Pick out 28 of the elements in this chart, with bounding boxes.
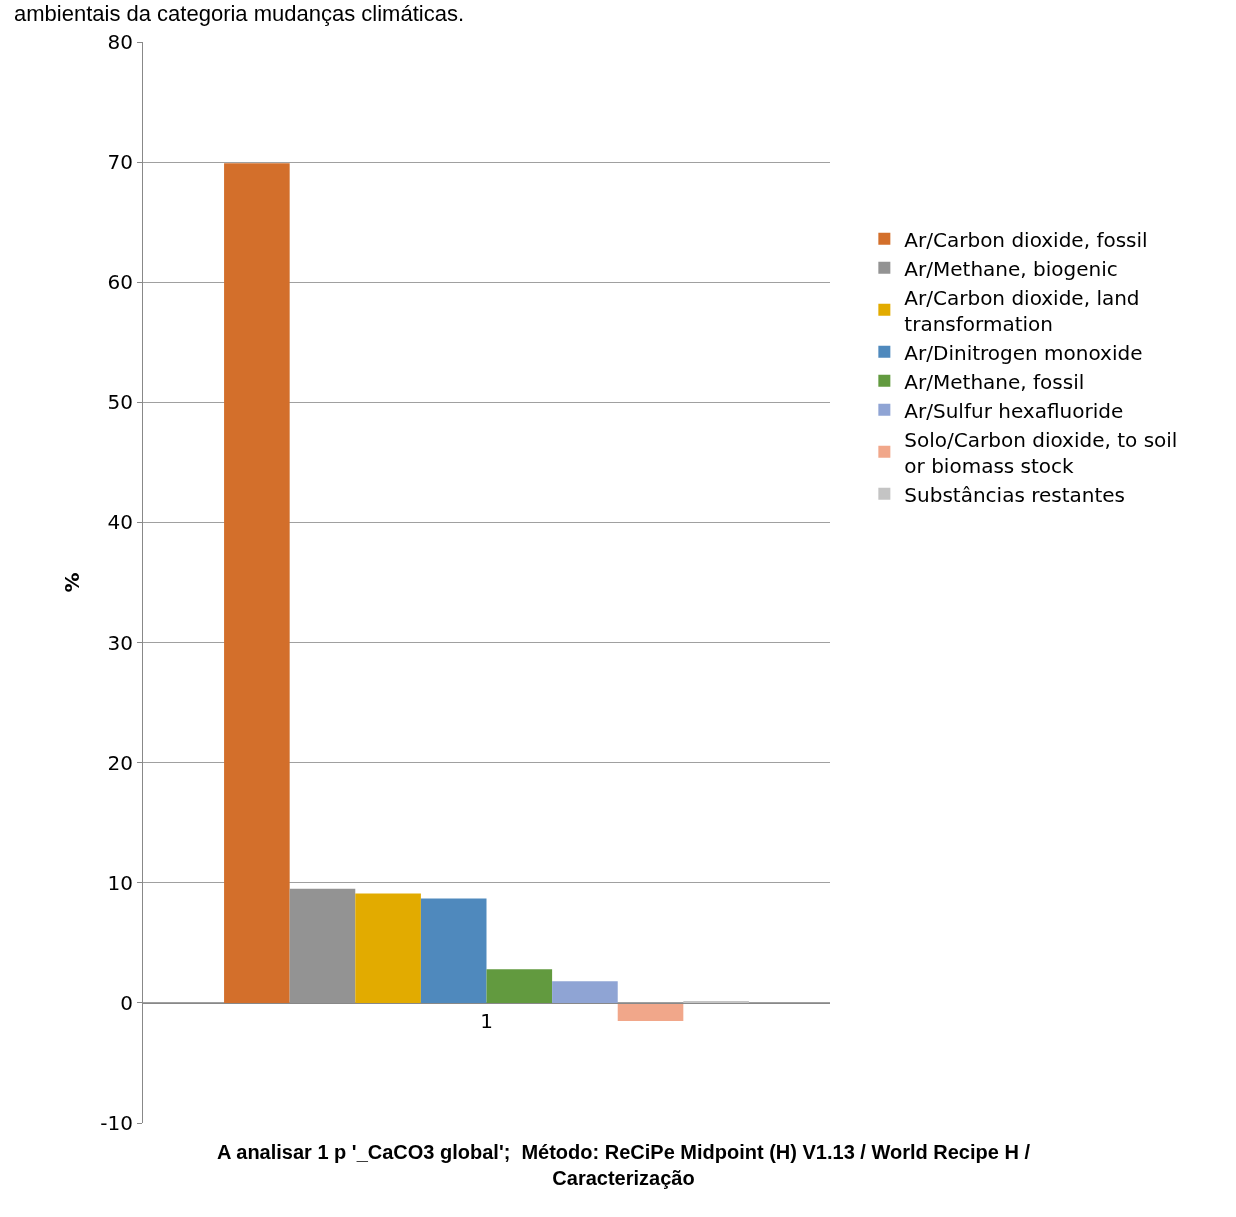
bar: [486, 969, 553, 1003]
y-tick-label: 80: [107, 30, 133, 54]
y-tick-label: 40: [107, 510, 133, 535]
legend-label: Solo/Carbon dioxide, to soil or biomass stock: [904, 427, 1178, 478]
x-tick-label: 1: [480, 1008, 493, 1033]
text: ambientais da categoria mudanças climáticas.: [14, 1, 465, 26]
y-tick-label: 50: [107, 390, 133, 415]
legend-label: Ar/Dinitrogen monoxide: [904, 340, 1143, 365]
y-tick-label: 0: [120, 990, 133, 1015]
y-axis-title: %: [59, 572, 84, 593]
y-tick-label: 30: [107, 630, 133, 655]
bar: [552, 981, 618, 1003]
y-tick-label: 20: [107, 750, 133, 775]
y-tick-label: 60: [107, 270, 133, 295]
y-tick-label: 10: [107, 870, 133, 895]
y-tick-label: 70: [107, 150, 133, 175]
legend-label: Ar/Carbon dioxide, land transformation: [904, 285, 1140, 336]
y-tick-label: -10: [100, 1111, 133, 1135]
legend-label: Ar/Carbon dioxide, fossil: [904, 227, 1148, 252]
bar: [355, 893, 421, 1003]
legend-label: Ar/Sulfur hexafluoride: [904, 398, 1124, 423]
x-axis-title: A analisar 1 p '_CaCO3 global'; Método: ReCiPe Midpoint (H) V1.13 / World Recipe H / Caracterização: [217, 1141, 1031, 1189]
legend-label: Ar/Methane, biogenic: [904, 256, 1118, 281]
bar: [617, 1002, 684, 1021]
legend-label: Ar/Methane, fossil: [904, 369, 1085, 394]
bar: [224, 163, 290, 1003]
legend-label: Substâncias restantes: [904, 482, 1126, 507]
bar: [420, 898, 487, 1003]
